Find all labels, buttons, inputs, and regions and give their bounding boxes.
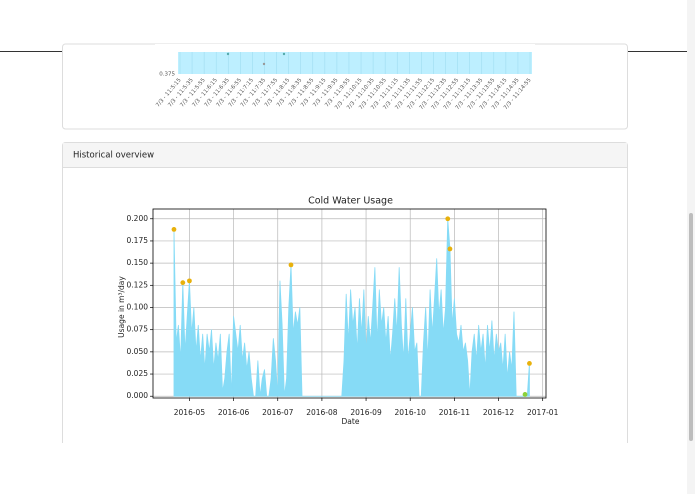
y-tick-label: 0.000	[127, 391, 149, 400]
y-axis-label: Usage in m³/day	[117, 276, 126, 338]
top-chart-area	[178, 52, 532, 74]
x-tick-label: 2016-11	[439, 408, 471, 417]
x-tick-label: 2016-10	[395, 408, 427, 417]
top-chart-axis: 7/3 - 11:5:157/3 - 11:5:357/3 - 11:5:557…	[155, 52, 533, 111]
top-chart-dot	[282, 52, 286, 56]
point	[171, 227, 177, 232]
point	[522, 392, 528, 397]
top-chart-y-tick: 0.375	[159, 72, 175, 78]
top-chart-bg	[155, 44, 535, 52]
y-tick-label: 0.200	[127, 214, 149, 223]
top-chart-dot	[226, 52, 230, 56]
point	[187, 278, 192, 284]
x-tick-label: 2016-07	[262, 408, 294, 417]
y-tick-label: 0.175	[127, 236, 149, 245]
y-tick-label: 0.100	[127, 302, 149, 311]
panel-title: Historical overview	[73, 151, 154, 161]
y-tick-label: 0.050	[127, 347, 149, 356]
x-tick-label: 2016-12	[483, 408, 515, 417]
x-tick-label: 2016-08	[306, 408, 338, 417]
plot-frame	[152, 208, 547, 399]
point	[447, 246, 453, 252]
chart: 0.000 0.025 0.050 0.075 0.100 0.125 0.150 0.175…	[127, 208, 559, 417]
point	[445, 216, 451, 222]
y-tick-label: 0.025	[127, 369, 149, 378]
point	[180, 280, 186, 286]
y-tick-label: 0.125	[127, 280, 149, 289]
area	[173, 218, 530, 397]
x-tick-label: 2016-05	[174, 408, 206, 417]
x-tick-label: 2016-09	[350, 408, 382, 417]
y-tick-label: 0.150	[127, 258, 149, 267]
x-tick-label: 2017-01	[527, 408, 559, 417]
page-bottom	[0, 443, 687, 494]
top-chart-dot	[262, 62, 266, 66]
scrollbar-thumb[interactable]	[689, 213, 693, 441]
panel-header	[63, 143, 627, 167]
x-tick-label: 2016-06	[218, 408, 250, 417]
point	[288, 262, 294, 268]
y-tick-label: 0.075	[127, 325, 149, 334]
x-axis-label: Date	[342, 417, 360, 426]
chart-title: Cold Water Usage	[308, 196, 393, 207]
point	[527, 360, 532, 366]
